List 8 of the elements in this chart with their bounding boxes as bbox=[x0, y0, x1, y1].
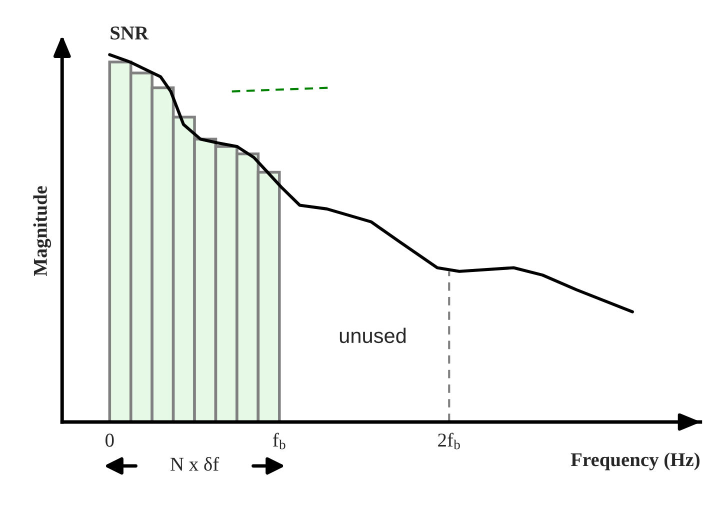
x-tick-label: f$_{b}$ bbox=[272, 432, 286, 450]
x-tick-label: 2f$_{b}$ bbox=[438, 432, 460, 450]
x-axis-title: Frequency (Hz) bbox=[570, 452, 700, 470]
annotation: unused bbox=[340, 328, 406, 344]
text: N x δf bbox=[170, 456, 220, 471]
x-tick-label: 0 bbox=[106, 434, 114, 447]
y-axis-title: Magnitude bbox=[33, 186, 52, 276]
annotation: SNR bbox=[110, 26, 149, 40]
